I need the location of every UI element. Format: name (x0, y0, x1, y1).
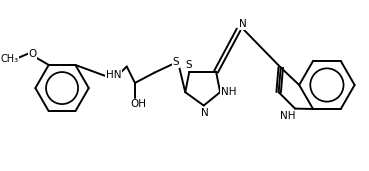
Text: OH: OH (130, 100, 146, 109)
Text: S: S (173, 57, 179, 67)
Text: NH: NH (280, 111, 296, 121)
Text: CH₃: CH₃ (1, 54, 19, 64)
Text: O: O (28, 49, 37, 59)
Text: HN: HN (106, 70, 121, 80)
Text: NH: NH (221, 87, 236, 97)
Text: S: S (185, 61, 192, 70)
Text: N: N (239, 19, 246, 29)
Text: N: N (201, 108, 208, 118)
